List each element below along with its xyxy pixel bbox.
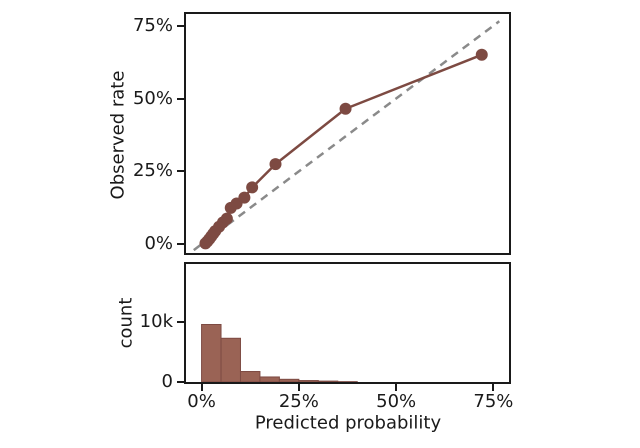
x-tick-mark	[492, 384, 495, 391]
histogram-bar	[259, 376, 280, 382]
calibration-plot-panel	[184, 12, 511, 255]
calibration-point	[238, 191, 251, 204]
y-tick-label: 75%	[132, 14, 173, 36]
y-tick-mark	[177, 97, 184, 100]
x-tick-label: 25%	[278, 391, 319, 412]
y-tick-label: 50%	[132, 87, 173, 109]
x-tick-mark	[297, 384, 300, 391]
calibration-point	[475, 48, 488, 61]
y-tick-mark	[177, 170, 184, 173]
y-tick-mark	[177, 321, 184, 324]
histogram-bar	[201, 323, 222, 382]
y-tick-mark	[177, 381, 184, 383]
histogram-bar	[239, 371, 261, 382]
histogram-bar	[278, 378, 300, 382]
calibration-chart	[193, 20, 501, 252]
x-tick-label: 0%	[187, 391, 216, 412]
y-tick-label: 25%	[132, 160, 173, 182]
x-tick-mark	[395, 384, 398, 391]
calibration-point	[246, 181, 259, 194]
x-tick-label: 75%	[473, 391, 514, 412]
identity-reference-line	[193, 20, 501, 252]
histogram-bar	[298, 380, 319, 382]
y-tick-label: 10k	[139, 311, 173, 333]
calibration-point	[339, 102, 352, 115]
y-tick-mark	[177, 24, 184, 27]
y-tick-mark	[177, 243, 184, 246]
histogram-bar	[220, 337, 241, 382]
histogram-bar	[317, 380, 339, 382]
histogram-panel	[184, 262, 511, 384]
x-tick-mark	[200, 384, 203, 391]
calibration-point	[269, 158, 282, 171]
y-tick-label: 0	[161, 371, 173, 392]
calibration-line	[204, 53, 484, 245]
y-tick-label: 0%	[144, 233, 173, 255]
predicted-probability-axis-label: Predicted probability	[254, 412, 442, 434]
histogram-chart	[201, 323, 358, 382]
calibration-point	[220, 212, 233, 225]
x-tick-label: 50%	[376, 391, 417, 412]
